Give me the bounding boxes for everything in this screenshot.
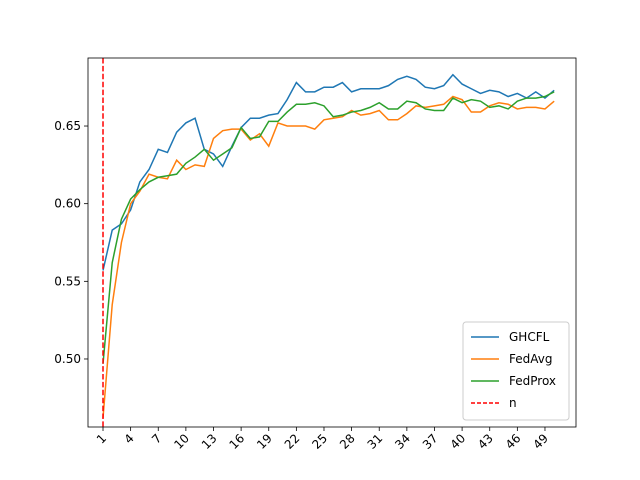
line-series bbox=[102, 95, 555, 419]
y-tick-label: 0.65 bbox=[54, 119, 81, 133]
line-series bbox=[102, 73, 555, 271]
legend-label: n bbox=[509, 396, 517, 410]
legend-label: GHCFL bbox=[509, 330, 550, 344]
y-tick-label: 0.55 bbox=[54, 274, 81, 288]
y-tick-label: 0.50 bbox=[54, 352, 81, 366]
axes-frame bbox=[87, 57, 577, 428]
y-tick-label: 0.60 bbox=[54, 197, 81, 211]
legend-box bbox=[462, 321, 570, 421]
legend-label: FedAvg bbox=[509, 352, 552, 366]
line-series bbox=[102, 91, 555, 364]
legend-label: FedProx bbox=[509, 374, 556, 388]
